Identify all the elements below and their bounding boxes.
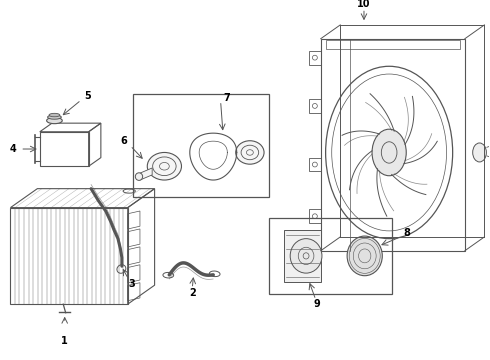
Ellipse shape [236,141,264,164]
Polygon shape [140,168,152,180]
Polygon shape [284,230,321,282]
Ellipse shape [48,115,61,119]
Bar [133,94,270,197]
Text: 5: 5 [84,91,91,101]
Bar [270,218,392,294]
Bar [326,40,460,49]
Text: 2: 2 [189,288,196,298]
Text: 10: 10 [357,0,371,9]
Ellipse shape [47,117,62,124]
Text: 1: 1 [61,336,68,346]
Bar [309,99,321,113]
Ellipse shape [473,143,487,162]
Ellipse shape [372,129,406,176]
Ellipse shape [135,173,143,180]
Bar [309,158,321,171]
Text: 8: 8 [404,229,411,238]
Ellipse shape [290,239,322,273]
Text: 7: 7 [223,93,230,103]
Bar [309,210,321,223]
Ellipse shape [49,113,60,117]
Text: 9: 9 [314,299,320,309]
Ellipse shape [147,153,181,180]
Text: 3: 3 [128,279,135,289]
Bar [309,51,321,64]
Bar [321,39,465,251]
Text: 4: 4 [10,144,17,154]
Ellipse shape [347,236,382,276]
Text: 6: 6 [121,136,127,146]
